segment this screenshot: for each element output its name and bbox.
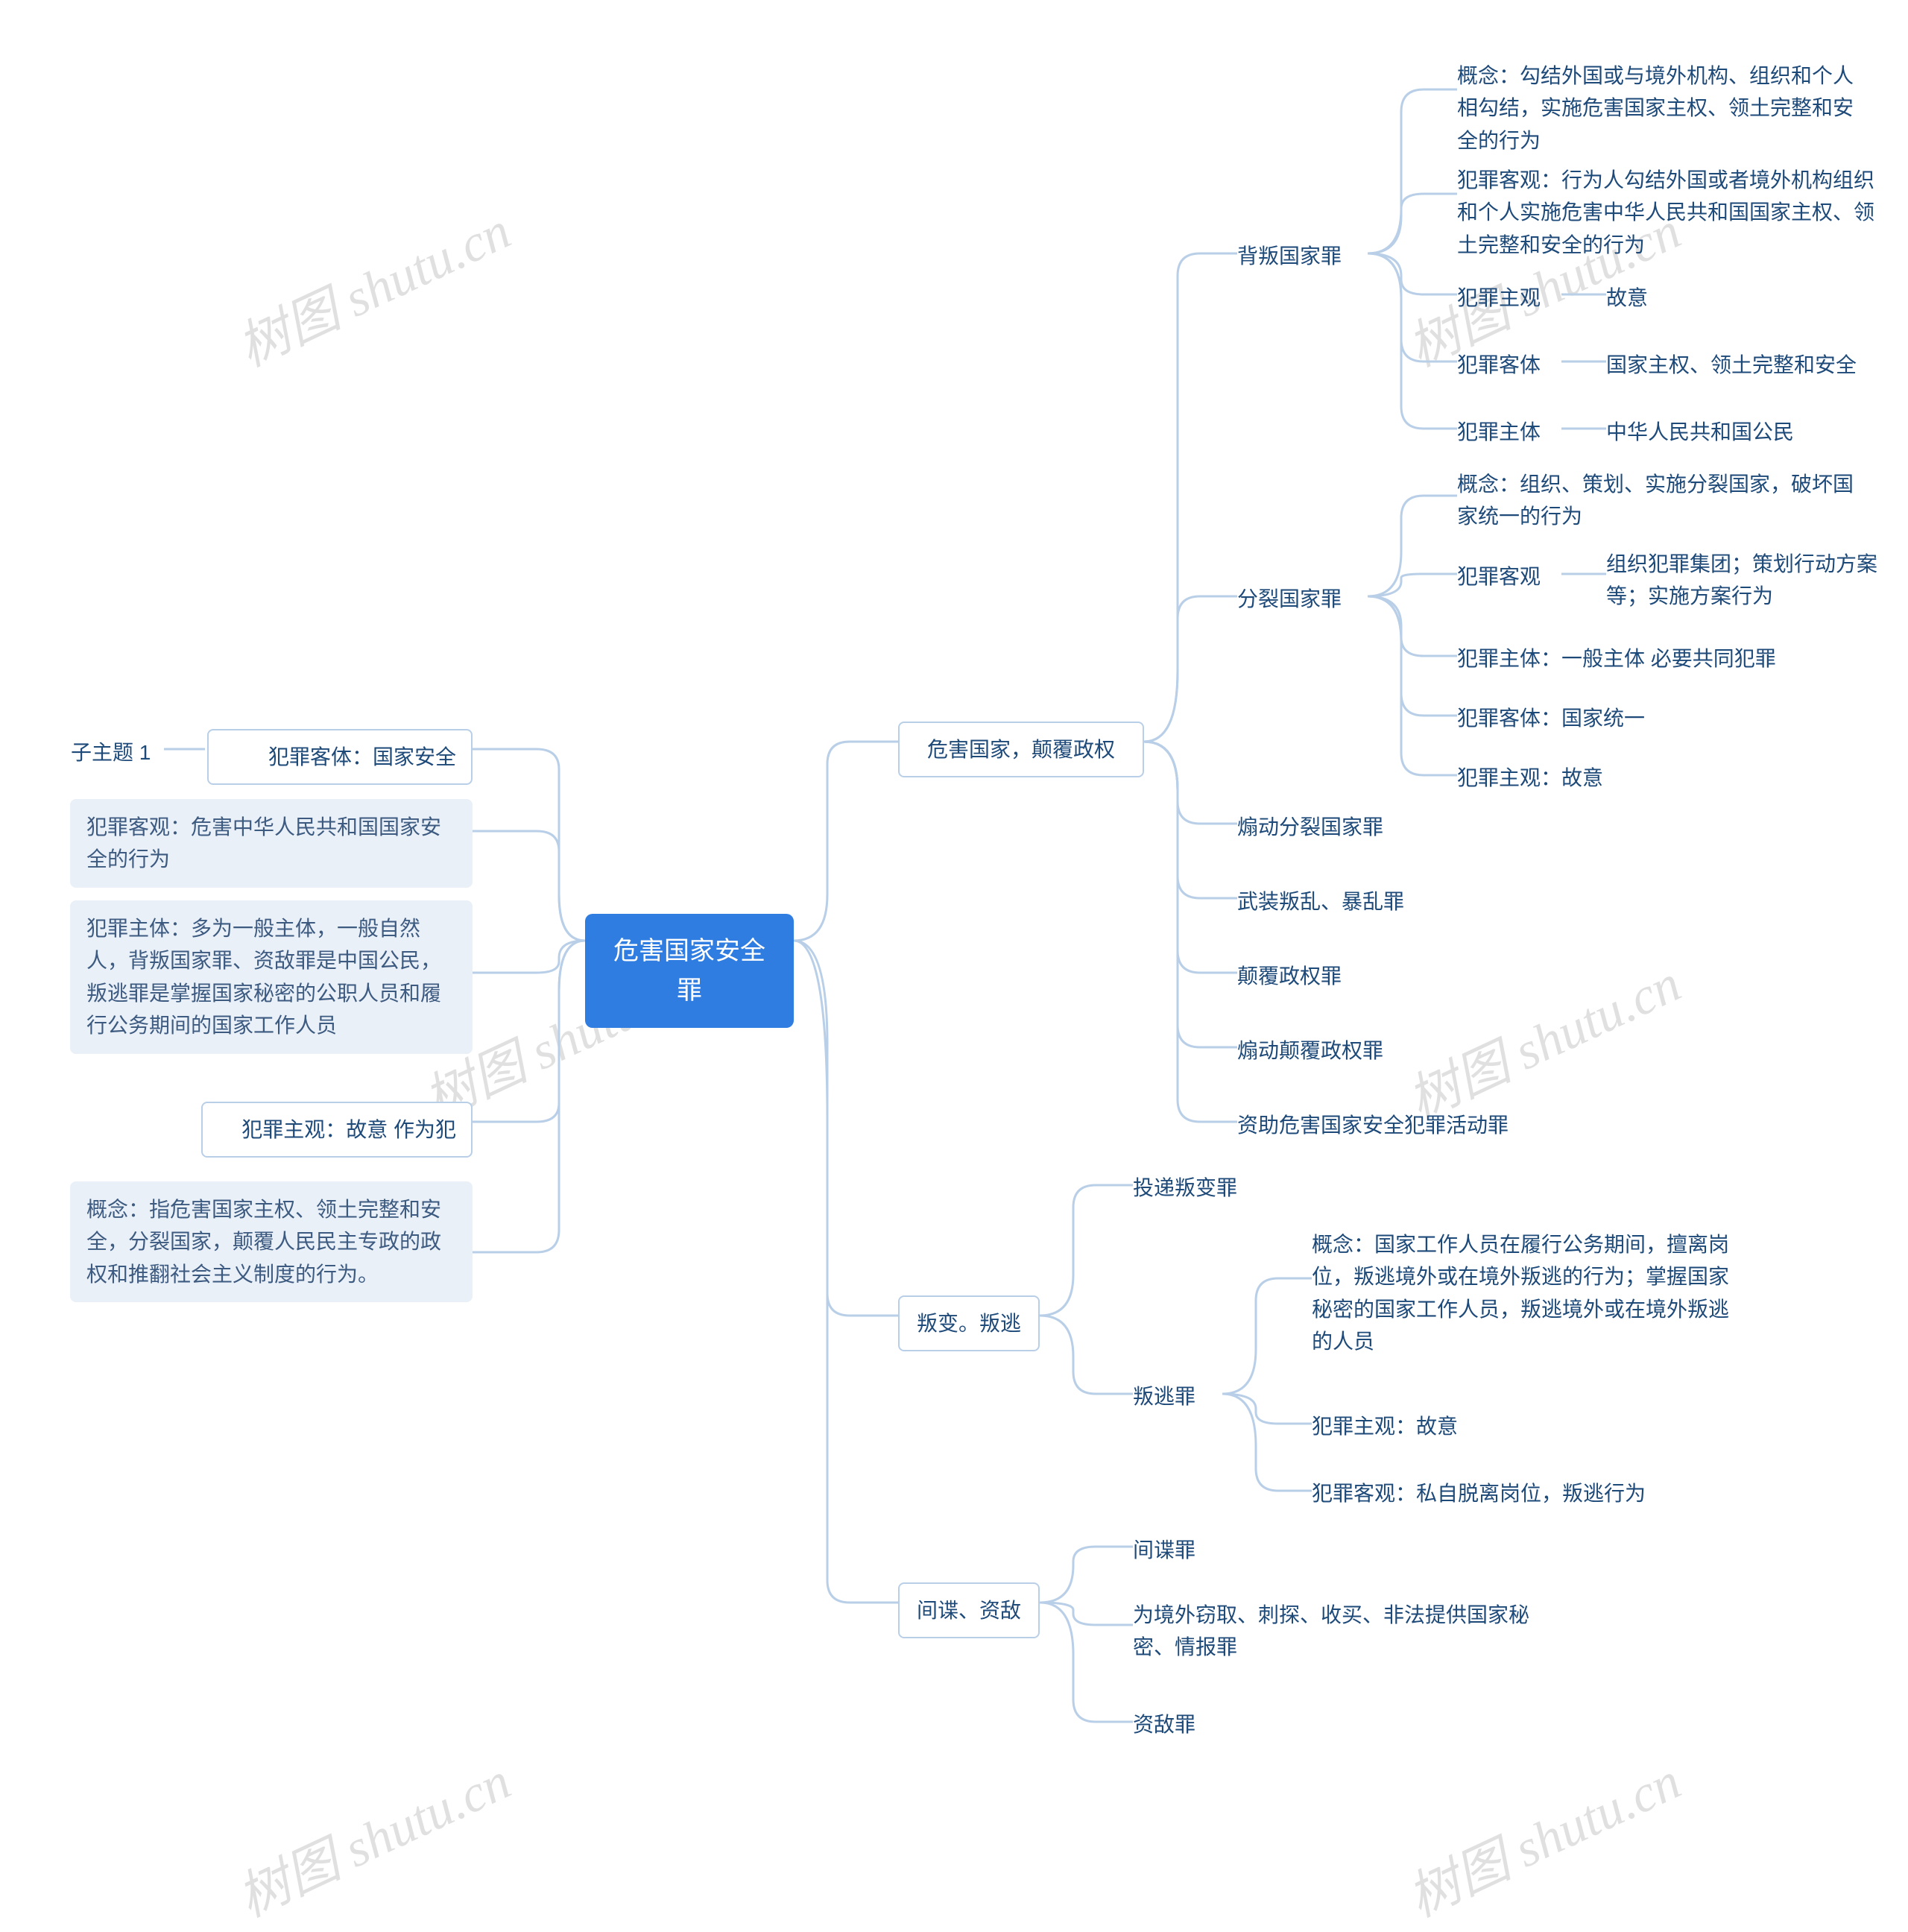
left-l1-sub: 子主题 1 bbox=[71, 736, 164, 768]
a2-title: 分裂国家罪 bbox=[1237, 583, 1342, 615]
left-l5: 概念：指危害国家主权、领土完整和安全，分裂国家，颠覆人民民主专政的政权和推翻社会… bbox=[70, 1181, 473, 1302]
left-l1: 犯罪客体：国家安全 bbox=[207, 729, 473, 785]
a2-c2-label: 犯罪客观 bbox=[1457, 561, 1541, 593]
c2: 为境外窃取、刺探、收买、非法提供国家秘密、情报罪 bbox=[1133, 1599, 1550, 1664]
watermark: 树图 shutu.cn bbox=[1394, 942, 1691, 1134]
a2-c3: 犯罪主体：一般主体 必要共同犯罪 bbox=[1457, 643, 1776, 675]
a6: 煽动颠覆政权罪 bbox=[1237, 1035, 1383, 1067]
a1-c4-val: 国家主权、领土完整和安全 bbox=[1606, 349, 1857, 381]
left-l3: 犯罪主体：多为一般主体，一般自然人，背叛国家罪、资敌罪是中国公民，叛逃罪是掌握国… bbox=[70, 900, 473, 1054]
watermark: 树图 shutu.cn bbox=[224, 189, 521, 382]
a2-c2-val: 组织犯罪集团；策划行动方案等；实施方案行为 bbox=[1606, 548, 1882, 613]
a1-c3-label: 犯罪主观 bbox=[1457, 282, 1541, 314]
a1-c4-label: 犯罪客体 bbox=[1457, 349, 1541, 381]
b2-title: 叛逃罪 bbox=[1133, 1380, 1195, 1412]
right-c-title: 间谍、资敌 bbox=[898, 1582, 1040, 1638]
left-l4: 犯罪主观：故意 作为犯 bbox=[201, 1102, 473, 1158]
c3: 资敌罪 bbox=[1133, 1708, 1195, 1740]
a3: 煽动分裂国家罪 bbox=[1237, 811, 1383, 843]
b2-c2: 犯罪主观：故意 bbox=[1312, 1410, 1458, 1442]
a2-c1: 概念：组织、策划、实施分裂国家，破坏国家统一的行为 bbox=[1457, 468, 1860, 533]
a1-c1: 概念：勾结外国或与境外机构、组织和个人相勾结，实施危害国家主权、领土完整和安全的… bbox=[1457, 60, 1860, 157]
root-node: 危害国家安全罪 bbox=[585, 914, 794, 1028]
a1-c5-val: 中华人民共和国公民 bbox=[1606, 416, 1794, 448]
b2-c3: 犯罪客观：私自脱离岗位，叛逃行为 bbox=[1312, 1477, 1646, 1509]
a2-c4: 犯罪客体：国家统一 bbox=[1457, 702, 1645, 734]
a5: 颠覆政权罪 bbox=[1237, 960, 1342, 992]
c1: 间谍罪 bbox=[1133, 1534, 1195, 1566]
b1: 投递叛变罪 bbox=[1133, 1172, 1237, 1204]
a2-c5: 犯罪主观：故意 bbox=[1457, 762, 1603, 794]
a1-c3-val: 故意 bbox=[1606, 282, 1648, 314]
watermark: 树图 shutu.cn bbox=[1394, 1740, 1691, 1932]
right-a-title: 危害国家，颠覆政权 bbox=[898, 722, 1144, 777]
right-b-title: 叛变。叛逃 bbox=[898, 1295, 1040, 1351]
watermark: 树图 shutu.cn bbox=[224, 1740, 521, 1932]
a1-c2: 犯罪客观：行为人勾结外国或者境外机构组织和个人实施危害中华人民共和国国家主权、领… bbox=[1457, 164, 1874, 261]
a7: 资助危害国家安全犯罪活动罪 bbox=[1237, 1109, 1509, 1141]
a4: 武装叛乱、暴乱罪 bbox=[1237, 886, 1404, 918]
left-l2: 犯罪客观：危害中华人民共和国国家安全的行为 bbox=[70, 799, 473, 888]
b2-c1: 概念：国家工作人员在履行公务期间，擅离岗位，叛逃境外或在境外叛逃的行为；掌握国家… bbox=[1312, 1228, 1729, 1358]
a1-title: 背叛国家罪 bbox=[1237, 240, 1342, 272]
a1-c5-label: 犯罪主体 bbox=[1457, 416, 1541, 448]
